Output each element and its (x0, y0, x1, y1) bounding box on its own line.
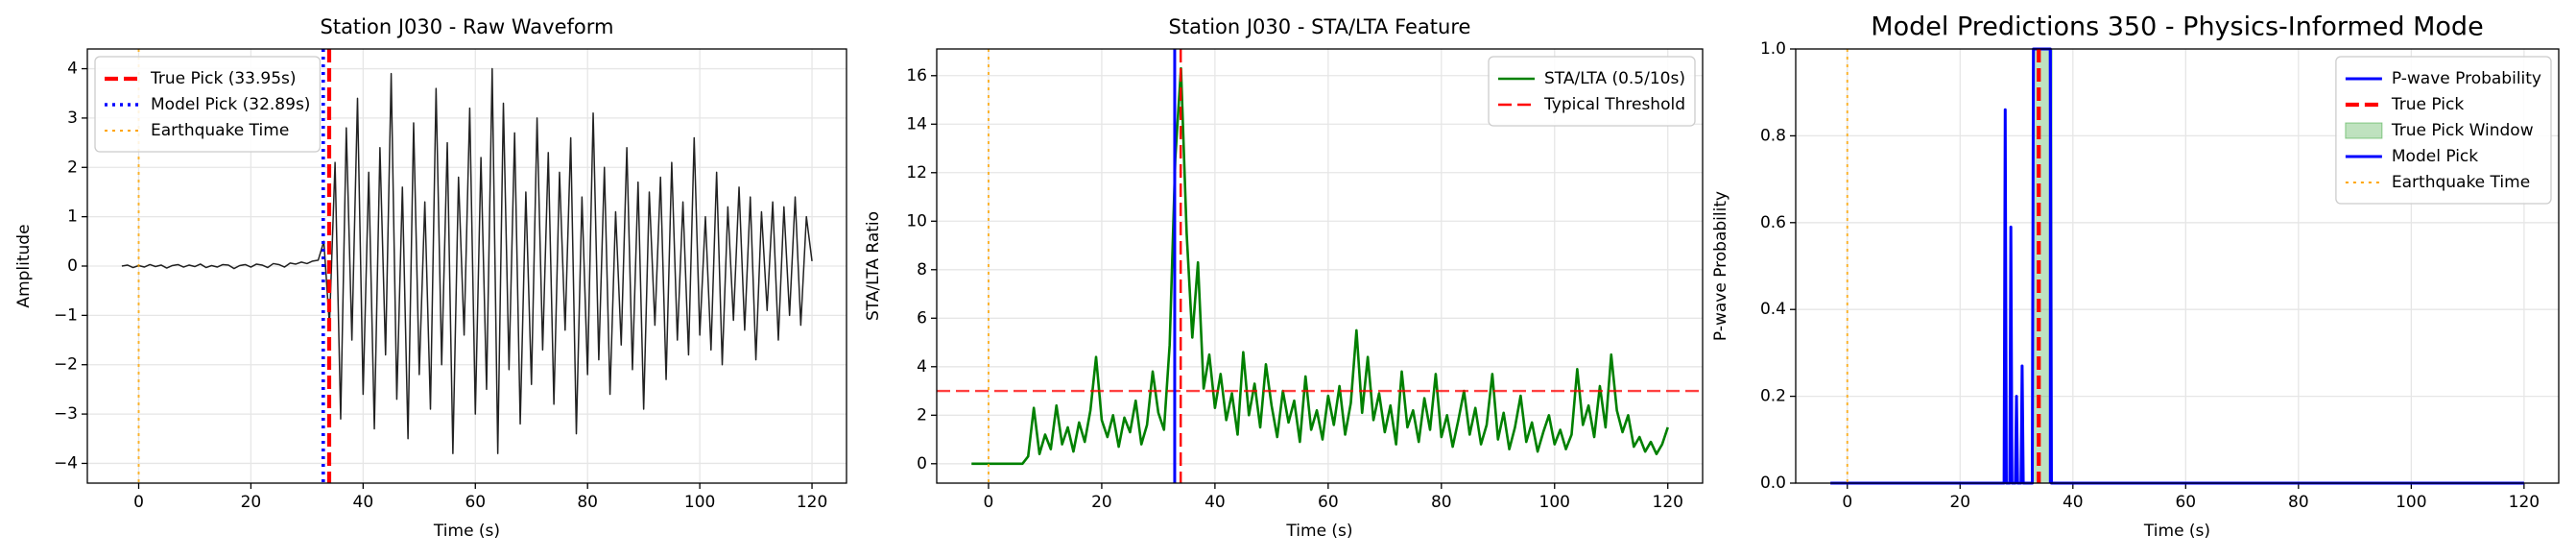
x-tick-label: 0 (984, 493, 994, 512)
legend-box (2335, 56, 2552, 205)
legend: P-wave Probability True Pick True Pick Win… (2335, 56, 2552, 205)
y-axis-label: STA/LTA Ratio (864, 211, 883, 321)
data-line (121, 67, 813, 454)
legend: True Pick (33.95s) Model Pick (32.89s) Ear… (94, 56, 322, 153)
x-tick-label: 0 (1842, 493, 1852, 512)
y-tick-label: 8 (917, 260, 927, 280)
y-tick-label: 0.6 (1760, 213, 1786, 232)
y-tick-label: 10 (906, 211, 927, 231)
x-tick-label: 20 (241, 493, 262, 512)
y-tick-label: 0.8 (1760, 126, 1786, 145)
y-axis-label: Amplitude (14, 224, 34, 307)
y-axis-label: P-wave Probability (1711, 191, 1730, 341)
y-tick-label: 0.2 (1760, 387, 1786, 406)
legend: STA/LTA (0.5/10s) Typical Threshold (1488, 56, 1696, 127)
legend-swatch (2345, 122, 2383, 139)
x-tick-label: 40 (353, 493, 374, 512)
legend-box (1488, 56, 1696, 127)
y-tick-label: 1.0 (1760, 39, 1786, 59)
legend-label: Earthquake Time (2392, 173, 2530, 192)
y-tick-label: −2 (54, 355, 78, 375)
y-tick-label: 6 (917, 308, 927, 328)
x-tick-label: 100 (2396, 493, 2426, 512)
y-tick-label: 14 (906, 114, 927, 134)
y-tick-label: 0.4 (1760, 300, 1786, 319)
y-tick-label: 0 (67, 256, 78, 276)
x-tick-label: 120 (2509, 493, 2540, 512)
y-tick-label: 0.0 (1760, 474, 1786, 493)
chart-title: Model Predictions 350 - Physics-Informed… (1871, 12, 2483, 42)
x-tick-label: 40 (1205, 493, 1226, 512)
chart-title: Station J030 - STA/LTA Feature (1169, 15, 1471, 38)
x-tick-label: 100 (1539, 493, 1570, 512)
panel: 0 20 40 60 80 100 120 −4 −3 −2 −1 0 1 2 3 4 Station J030… (14, 15, 847, 541)
legend-label: True Pick Window (2391, 121, 2534, 140)
x-tick-label: 120 (1653, 493, 1683, 512)
y-tick-label: 12 (906, 163, 927, 182)
chart-title: Station J030 - Raw Waveform (321, 15, 614, 38)
legend-box (94, 56, 322, 153)
x-tick-label: 100 (684, 493, 715, 512)
panel: 0 20 40 60 80 100 120 0 2 4 6 8 10 12 14 16 Station J030… (864, 15, 1704, 541)
y-tick-label: 1 (67, 207, 78, 227)
axes-frame (86, 48, 847, 484)
x-tick-label: 20 (1949, 493, 1970, 512)
y-tick-label: 4 (67, 60, 78, 79)
legend-label: Model Pick (32.89s) (151, 95, 310, 114)
legend-label: P-wave Probability (2392, 69, 2541, 88)
legend-label: STA/LTA (0.5/10s) (1544, 69, 1685, 88)
x-tick-label: 120 (797, 493, 827, 512)
legend-label: Model Pick (2392, 147, 2478, 166)
y-tick-label: 2 (67, 158, 78, 177)
x-tick-label: 60 (1318, 493, 1339, 512)
y-tick-label: 16 (906, 66, 927, 85)
x-axis-label: Time (s) (1285, 522, 1352, 541)
x-tick-label: 0 (133, 493, 144, 512)
x-tick-label: 60 (2175, 493, 2196, 512)
x-tick-label: 20 (1091, 493, 1112, 512)
x-tick-label: 40 (2063, 493, 2084, 512)
legend-label: Typical Threshold (1543, 95, 1685, 114)
data-line (971, 66, 1669, 466)
y-tick-label: 4 (917, 357, 927, 377)
legend-label: True Pick (2391, 95, 2464, 114)
x-tick-label: 80 (577, 493, 598, 512)
x-axis-label: Time (s) (2143, 522, 2210, 541)
panel: 0 20 40 60 80 100 120 0.0 0.2 0.4 0.6 0.8 1.0 Model P… (1711, 12, 2560, 541)
x-tick-label: 80 (1431, 493, 1452, 512)
y-tick-label: −3 (54, 404, 78, 424)
x-tick-label: 80 (2288, 493, 2309, 512)
x-axis-label: Time (s) (433, 522, 500, 541)
x-tick-label: 60 (465, 493, 486, 512)
legend-label: Earthquake Time (151, 121, 289, 140)
y-tick-label: 2 (917, 405, 927, 425)
y-tick-label: 0 (917, 454, 927, 474)
y-tick-label: −1 (54, 305, 78, 325)
axes-frame (936, 48, 1704, 484)
y-tick-label: −4 (54, 453, 78, 473)
y-tick-label: 3 (67, 109, 78, 128)
axes-frame (1795, 48, 2560, 484)
legend-label: True Pick (33.95s) (150, 69, 297, 88)
